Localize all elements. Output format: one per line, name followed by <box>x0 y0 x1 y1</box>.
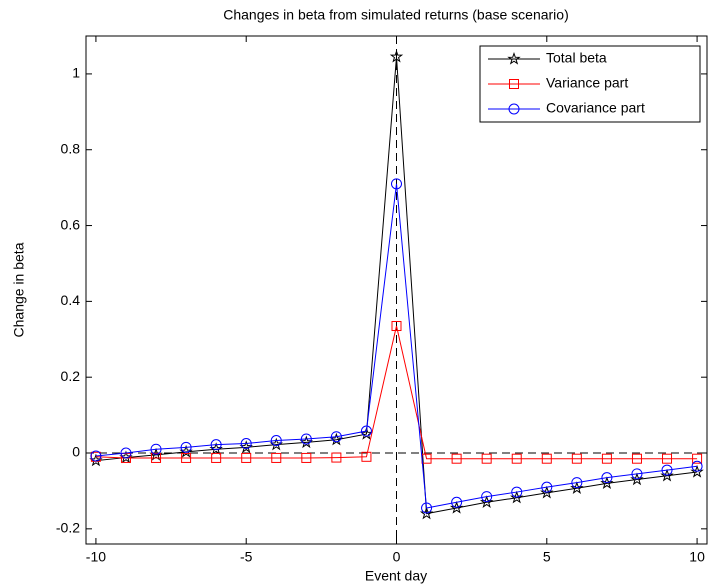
x-tick-label: 5 <box>543 549 551 565</box>
series-line <box>95 183 698 509</box>
data-point <box>271 452 282 463</box>
legend-label: Variance part <box>546 75 628 91</box>
data-point <box>479 495 494 508</box>
y-tick-label: 0.6 <box>61 216 81 232</box>
y-tick-label: 0.2 <box>61 368 81 384</box>
data-point <box>691 460 703 472</box>
data-point <box>90 450 102 462</box>
data-point <box>301 452 312 463</box>
data-point <box>661 464 673 476</box>
legend-marker <box>508 103 520 115</box>
data-point <box>541 453 552 464</box>
data-point <box>391 321 402 332</box>
data-point <box>451 496 463 508</box>
data-point <box>360 425 372 437</box>
x-tick-label: 10 <box>689 549 705 565</box>
data-point <box>510 490 524 504</box>
data-point <box>451 453 462 464</box>
data-point <box>419 506 434 520</box>
data-point <box>540 485 554 499</box>
data-point <box>511 486 523 498</box>
data-point <box>660 468 674 482</box>
data-point <box>600 476 614 490</box>
x-tick-label: -5 <box>240 549 253 565</box>
data-point <box>299 435 314 449</box>
data-point <box>662 453 673 464</box>
y-tick-label: 0.4 <box>61 292 81 308</box>
data-point <box>330 431 342 443</box>
y-axis-label: Change in beta <box>11 242 27 337</box>
data-point <box>270 435 282 447</box>
data-point <box>601 472 613 484</box>
data-point <box>331 452 342 463</box>
data-point <box>449 500 464 514</box>
data-point <box>180 441 192 453</box>
data-point <box>421 502 433 514</box>
data-point <box>481 491 493 503</box>
data-point <box>240 438 252 450</box>
y-tick-label: 1 <box>72 65 80 81</box>
data-point <box>541 481 553 493</box>
data-point <box>151 452 162 463</box>
data-point <box>571 453 582 464</box>
data-point <box>241 452 252 463</box>
data-point <box>631 453 642 464</box>
data-point <box>300 433 312 445</box>
data-point <box>570 481 584 494</box>
data-point <box>571 477 583 489</box>
data-point <box>361 451 372 462</box>
x-tick-label: -10 <box>86 549 106 565</box>
data-point <box>120 447 132 459</box>
data-point <box>150 443 162 455</box>
legend-marker <box>509 79 519 89</box>
legend-label: Total beta <box>546 50 607 66</box>
x-axis-label: Event day <box>365 568 427 584</box>
data-point <box>690 464 704 478</box>
data-point <box>630 472 644 486</box>
data-point <box>239 440 253 454</box>
data-point <box>631 468 643 480</box>
data-point <box>211 452 222 463</box>
legend-marker <box>507 51 521 65</box>
data-point <box>692 453 703 464</box>
data-point <box>601 453 612 464</box>
y-tick-label: 0 <box>72 444 80 460</box>
y-tick-label: 0.8 <box>61 140 81 156</box>
data-point <box>481 453 492 464</box>
data-point <box>511 453 522 464</box>
data-point <box>181 452 192 463</box>
data-point <box>210 439 222 451</box>
data-point <box>391 178 402 190</box>
chart-title: Changes in beta from simulated returns (… <box>223 7 569 23</box>
x-tick-label: 0 <box>393 549 401 565</box>
y-tick-label: -0.2 <box>56 520 80 536</box>
data-point <box>389 49 404 63</box>
legend-label: Covariance part <box>546 100 645 116</box>
series-line <box>95 56 698 515</box>
series-line <box>95 325 698 460</box>
